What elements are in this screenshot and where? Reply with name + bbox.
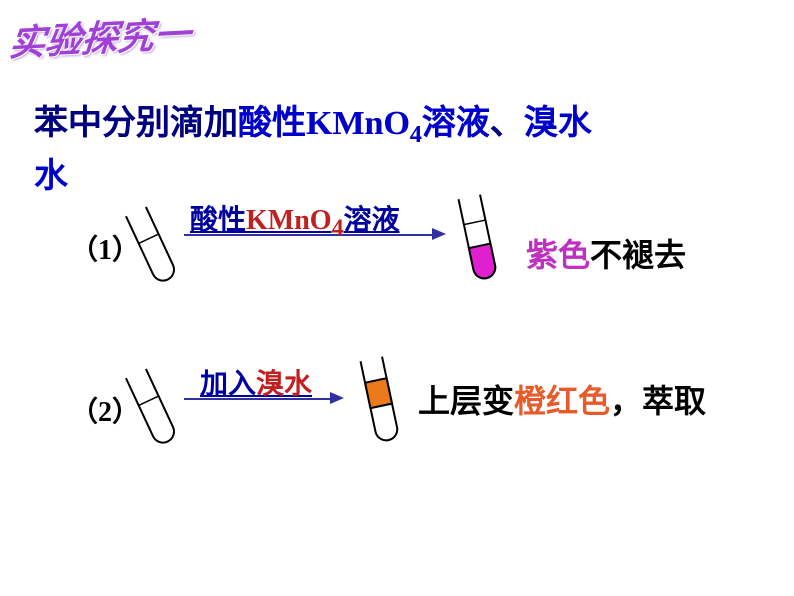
intro-line2: 水 [34, 148, 68, 197]
row2-result: 上层变橙红色，萃取 [418, 376, 706, 422]
page-title: 实验探究一 [7, 5, 193, 66]
row1-arrow-head [432, 228, 446, 240]
row1-arrow-label: 酸性KMnO4溶液 [190, 198, 400, 243]
row1-result: 紫色不褪去 [526, 230, 686, 276]
row2-arrow-head [330, 392, 344, 404]
row2-tube-after [352, 348, 412, 458]
intro-overlay: 苯中分别滴加酸性KMnO4溶液、溴 [34, 98, 558, 153]
row2-arrow-label: 加入溴水 [200, 362, 312, 402]
row2-tube-before [122, 358, 182, 458]
row1-tube-after [450, 186, 510, 296]
row1-tube-before [122, 196, 182, 296]
